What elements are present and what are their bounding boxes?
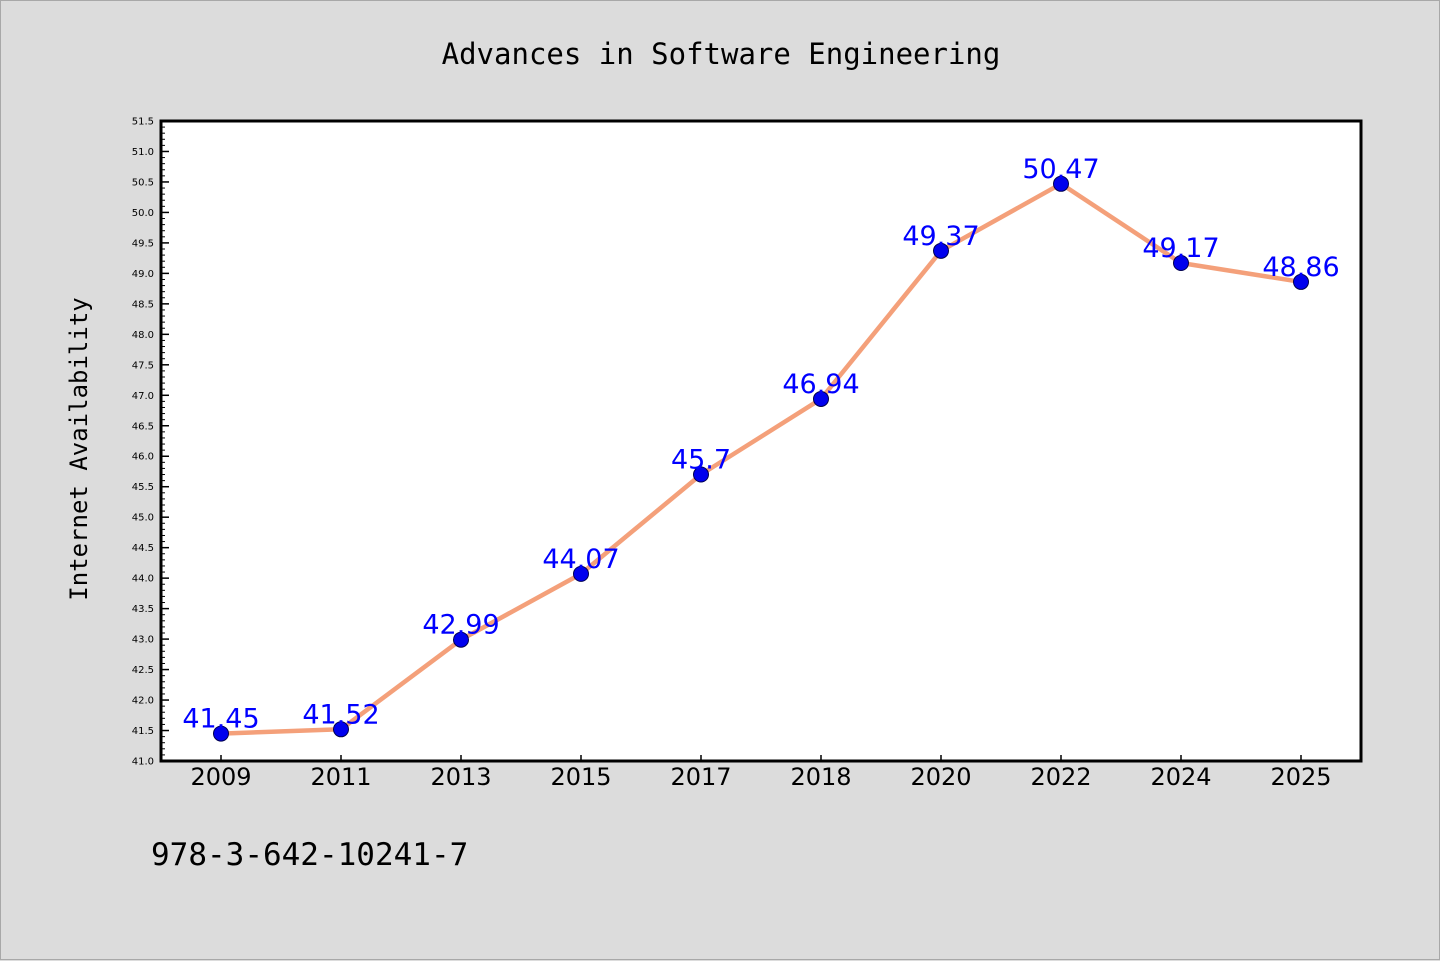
y-tick-label: 43.0	[132, 635, 154, 646]
y-tick-label: 51.5	[132, 117, 154, 128]
data-label: 42.99	[422, 610, 499, 641]
data-label: 49.17	[1142, 233, 1219, 264]
series-line-group: 41.45 41.52 42.99 44.07 45.7 46.94 49.37 50.47 4…	[182, 154, 1340, 742]
series-line	[218, 181, 1304, 736]
data-point-marker	[933, 242, 949, 259]
x-tick-label: 2018	[790, 763, 851, 791]
y-tick-label: 46.5	[132, 421, 154, 432]
y-tick-label: 41.0	[132, 757, 154, 768]
y-tick-label: 49.5	[132, 238, 154, 249]
y-tick-label: 47.0	[132, 391, 154, 402]
y-tick-label: 46.0	[132, 452, 154, 463]
data-point-marker	[1053, 175, 1069, 192]
y-tick-label: 41.5	[132, 726, 154, 737]
y-tick-label: 51.0	[132, 147, 154, 158]
x-tick-label: 2013	[430, 763, 491, 791]
data-label: 41.45	[182, 704, 259, 735]
data-label: 41.52	[302, 699, 379, 730]
y-tick-label: 47.5	[132, 360, 154, 371]
y-tick-label: 42.5	[132, 665, 154, 676]
y-tick-label: 44.5	[132, 543, 154, 554]
x-tick-label: 2015	[550, 763, 611, 791]
y-tick-label: 43.5	[132, 604, 154, 615]
x-tick-label: 2009	[190, 763, 251, 791]
y-tick-label: 50.0	[132, 208, 154, 219]
data-label: 45.7	[671, 445, 731, 476]
x-axis: 2009 2011 2013 2015 2017 2018 2020 2022 2024 2025	[190, 755, 1332, 791]
y-tick-label: 50.5	[132, 177, 154, 188]
data-point-marker	[213, 725, 229, 742]
y-tick-label: 48.5	[132, 299, 154, 310]
y-tick-label: 48.0	[132, 330, 154, 341]
data-label: 49.37	[902, 221, 979, 252]
y-tick-label: 42.0	[132, 696, 154, 707]
data-point-marker	[453, 631, 469, 648]
y-tick-label: 45.5	[132, 482, 154, 493]
y-tick-label: 44.0	[132, 574, 154, 585]
y-tick-label: 49.0	[132, 269, 154, 280]
x-tick-label: 2025	[1270, 763, 1331, 791]
data-point-marker	[333, 721, 349, 738]
x-tick-label: 2022	[1030, 763, 1091, 791]
plot-area	[159, 119, 1363, 763]
y-axis: 41.0 41.5 42.0 42.5 43.0 43.5 44.0 44.5 45.0 45.5…	[132, 117, 169, 768]
y-axis-label: Internet Availability	[65, 297, 93, 600]
data-point-marker	[1173, 255, 1189, 272]
data-label: 44.07	[542, 544, 619, 575]
data-label: 48.86	[1262, 252, 1339, 283]
data-point-marker	[813, 390, 829, 407]
x-tick-label: 2011	[310, 763, 371, 791]
data-label: 50.47	[1022, 154, 1099, 185]
data-point-marker	[1293, 273, 1309, 290]
footer-identifier: 978-3-642-10241-7	[151, 837, 468, 873]
x-tick-label: 2017	[670, 763, 731, 791]
y-tick-label: 45.0	[132, 513, 154, 524]
x-tick-label: 2024	[1150, 763, 1211, 791]
chart-title: Advances in Software Engineering	[442, 37, 1001, 71]
data-point-marker	[573, 565, 589, 582]
data-point-marker	[693, 466, 709, 483]
x-tick-label: 2020	[910, 763, 971, 791]
data-label: 46.94	[782, 369, 859, 400]
